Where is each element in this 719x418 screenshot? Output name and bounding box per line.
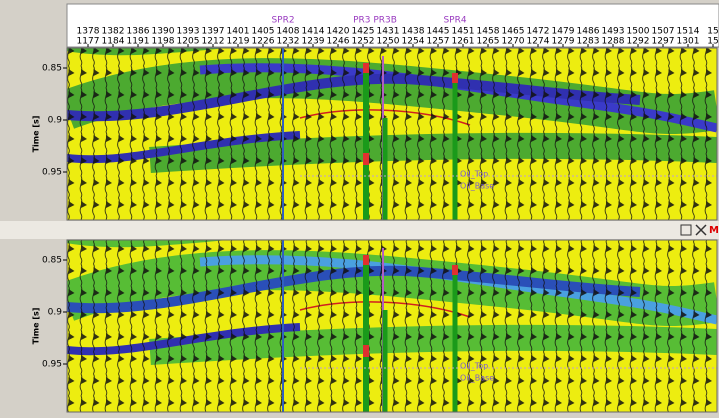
time-label: 0.95 [42, 360, 62, 370]
time-axis-title: Time [s] [32, 308, 41, 345]
inline-number: 15 [707, 27, 718, 37]
inline-number: 1405 [252, 27, 275, 37]
horizon-label: Oil_Top [460, 170, 488, 179]
inline-number: 1425 [352, 27, 375, 37]
inline-number: 1451 [452, 27, 475, 37]
inline-number: 1378 [77, 27, 100, 37]
inline-number: 1438 [402, 27, 425, 37]
inline-number: 1514 [677, 27, 700, 37]
well-marker [363, 153, 369, 165]
inline-number: 1445 [427, 27, 450, 37]
horizon-label: Oil_Base [460, 374, 494, 383]
seismic-viewer: 1378117713821184138611911390119813931205… [0, 0, 719, 418]
time-label: 0.95 [42, 168, 62, 178]
inline-number: 1414 [302, 27, 325, 37]
seismic-panel: Oil_Top Oil_Base [67, 29, 717, 220]
time-label: 0.9 [48, 308, 63, 318]
time-label: 0.85 [42, 64, 62, 74]
inline-number: 1408 [277, 27, 300, 37]
well-marker [363, 63, 369, 73]
inline-number: 1401 [227, 27, 250, 37]
wiggles [67, 48, 717, 220]
well-marker [452, 73, 458, 83]
inline-number: 1458 [477, 27, 500, 37]
inline-number: 1390 [152, 27, 175, 37]
inline-number: 1500 [627, 27, 650, 37]
well-marker [363, 255, 369, 265]
inline-number: 1486 [577, 27, 600, 37]
well-marker [363, 345, 369, 357]
well-marker [452, 265, 458, 275]
well-name: SPR4 [443, 16, 466, 26]
inline-number: 1397 [202, 27, 225, 37]
inline-number: 1479 [552, 27, 575, 37]
horizon-label: Oil_Base [460, 182, 494, 191]
inline-number: 1420 [327, 27, 350, 37]
wiggles [67, 240, 717, 412]
time-axis-title: Time [s] [32, 116, 41, 153]
inline-number: 1472 [527, 27, 550, 37]
inline-number: 1386 [127, 27, 150, 37]
well-name: SPR2 [271, 16, 294, 26]
time-label: 0.85 [42, 256, 62, 266]
inline-number: 1465 [502, 27, 525, 37]
horizon-label: Oil_Top [460, 362, 488, 371]
inline-number: 1393 [177, 27, 200, 37]
separator-toolbar [0, 221, 719, 239]
inline-number: 1431 [377, 27, 400, 37]
inline-number: 1382 [102, 27, 125, 37]
menu-button[interactable]: M [709, 225, 719, 236]
inline-number: 1507 [652, 27, 675, 37]
seismic-panel: Oil_Top Oil_Base [67, 221, 717, 412]
inline-number: 1493 [602, 27, 625, 37]
well-name: PR3 PR3B [353, 16, 397, 26]
time-label: 0.9 [48, 116, 63, 126]
